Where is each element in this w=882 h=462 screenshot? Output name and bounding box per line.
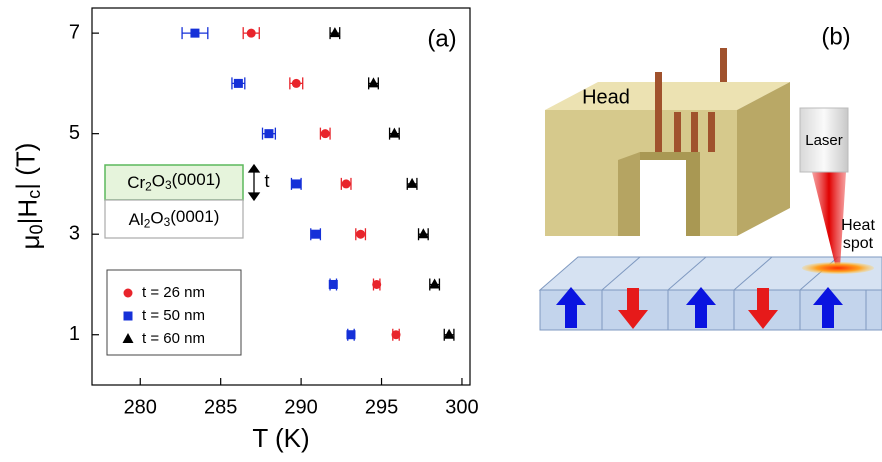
head-label: Head: [582, 86, 630, 108]
text-part: (0001): [170, 207, 219, 226]
marker: [124, 312, 133, 321]
head-notch: [640, 152, 700, 236]
legend-label: t = 26 nm: [142, 284, 205, 301]
x-tick-label: 280: [124, 396, 157, 418]
text-part: Al: [129, 210, 144, 229]
text-part: O: [150, 209, 163, 228]
marker: [342, 179, 351, 188]
x-tick-label: 300: [445, 396, 478, 418]
x-tick-label: 290: [284, 396, 317, 418]
marker: [389, 128, 400, 138]
text-part: O: [152, 172, 165, 191]
marker: [356, 230, 365, 239]
marker: [418, 228, 429, 238]
marker: [124, 289, 133, 298]
heat-spot: [802, 262, 874, 274]
text-part: μ: [15, 234, 45, 249]
heat-spot-label: Heat: [841, 217, 875, 234]
marker: [372, 280, 381, 289]
marker: [292, 179, 301, 188]
marker: [368, 77, 379, 87]
subscript: 0: [26, 224, 46, 234]
text-part: |H: [13, 199, 43, 225]
figure: (a) T (K) μ0|Hc| (T) Cr2O3(0001) Al2O3(0…: [0, 0, 882, 462]
thickness-arrow: [249, 165, 259, 200]
y-tick-label: 5: [69, 122, 80, 144]
x-axis-label: T (K): [252, 423, 309, 453]
thickness-label: t: [264, 171, 269, 191]
y-tick-label: 7: [69, 21, 80, 43]
marker: [346, 330, 355, 339]
marker: [234, 79, 243, 88]
text-part: | (T): [10, 143, 40, 190]
marker: [407, 178, 418, 188]
text-part: Cr: [127, 173, 145, 192]
marker: [190, 29, 199, 38]
text-part: (0001): [172, 170, 221, 189]
marker: [292, 79, 301, 88]
marker: [247, 29, 256, 38]
marker: [311, 230, 320, 239]
marker: [429, 278, 440, 288]
marker: [321, 129, 330, 138]
y-tick-label: 3: [69, 222, 80, 244]
x-tick-label: 285: [204, 396, 237, 418]
laser-label: Laser: [805, 132, 843, 149]
head-shadow: [618, 152, 640, 236]
y-tick-label: 1: [69, 323, 80, 345]
panel-label: (b): [821, 23, 850, 50]
legend-label: t = 60 nm: [142, 330, 205, 347]
panel-label: (a): [427, 25, 456, 52]
x-tick-label: 295: [365, 396, 398, 418]
subscript: c: [24, 190, 44, 199]
marker: [392, 330, 401, 339]
y-axis-label: μ0|Hc| (T): [10, 143, 46, 250]
marker: [264, 129, 273, 138]
marker: [329, 27, 340, 37]
marker: [444, 329, 455, 339]
diagram: (b) Laser Heat spot: [540, 23, 882, 330]
legend-label: t = 50 nm: [142, 307, 205, 324]
marker: [329, 280, 338, 289]
heat-spot-label: spot: [843, 235, 874, 252]
